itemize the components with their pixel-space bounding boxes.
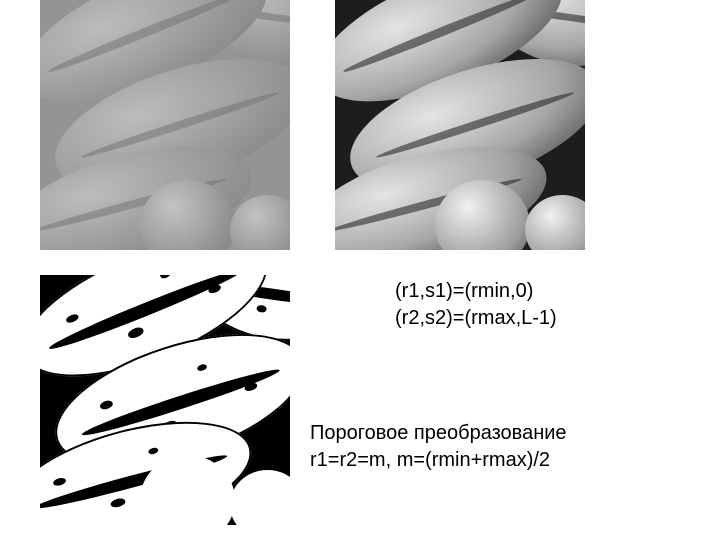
image-low-contrast	[40, 0, 290, 250]
pollen-scene	[40, 0, 290, 250]
caption-line: (r2,s2)=(rmax,L-1)	[395, 305, 557, 332]
image-thresholded	[40, 275, 290, 525]
pollen-scene	[40, 275, 290, 525]
caption-line: (r1,s1)=(rmin,0)	[395, 278, 557, 305]
pollen-scene	[335, 0, 585, 250]
caption-line: r1=r2=m, m=(rmin+rmax)/2	[310, 447, 567, 474]
image-contrast-stretch	[335, 0, 585, 250]
caption-contrast-stretch: (r1,s1)=(rmin,0) (r2,s2)=(rmax,L-1)	[395, 278, 557, 332]
caption-threshold: Пороговое преобразование r1=r2=m, m=(rmi…	[310, 420, 567, 474]
caption-line: Пороговое преобразование	[310, 420, 567, 447]
